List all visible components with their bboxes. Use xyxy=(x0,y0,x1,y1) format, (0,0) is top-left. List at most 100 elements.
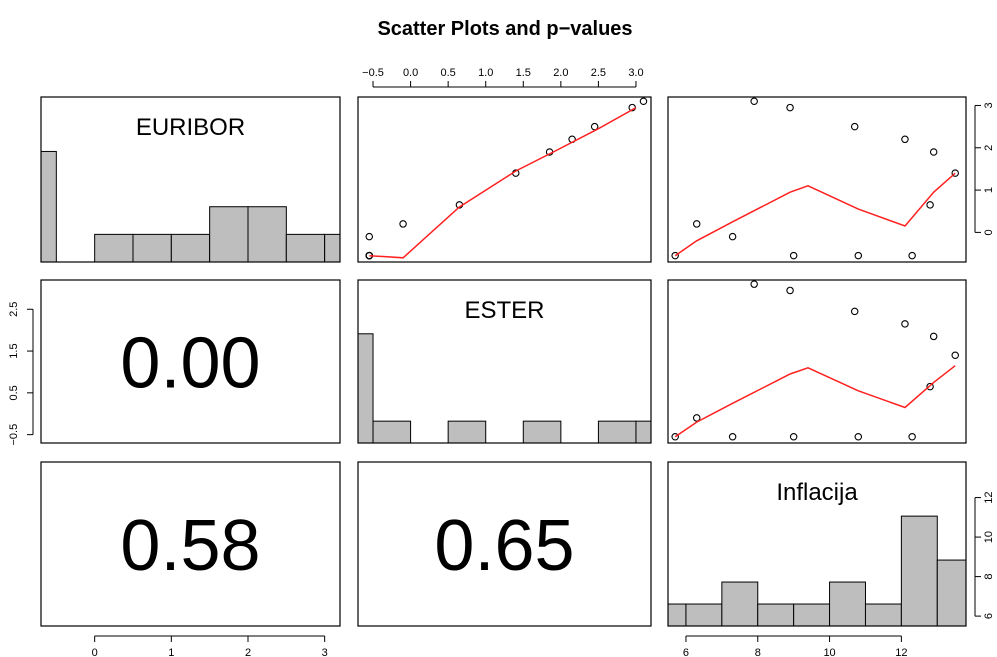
histogram-bar xyxy=(209,206,249,262)
histogram-bar xyxy=(94,233,134,262)
panel-frame xyxy=(667,96,967,263)
data-point xyxy=(789,432,798,441)
y-axis-left-ester-tick-label: 1.5 xyxy=(8,343,20,358)
y-axis-right-euribor-tick-label: 1 xyxy=(983,187,995,193)
variable-label-euribor: EURIBOR xyxy=(136,114,245,141)
chart-title: Scatter Plots and p−values xyxy=(377,18,632,40)
x-axis-top-ester-tick-label: 3.0 xyxy=(628,67,643,79)
y-axis-left-ester-tick-label: −0.5 xyxy=(8,424,20,446)
x-axis-bottom-euribor-tick-label: 3 xyxy=(322,647,328,657)
x-axis-bottom-euribor-tick-label: 0 xyxy=(92,647,98,657)
data-point xyxy=(786,103,794,112)
data-point xyxy=(926,382,934,391)
data-point xyxy=(850,122,859,131)
scatter-panel-euribor-ester xyxy=(365,97,648,260)
x-axis-bottom-euribor-tick-label: 2 xyxy=(245,647,251,657)
p-value-inflacija-ester: 0.65 xyxy=(434,506,574,586)
histogram-bar xyxy=(864,603,902,626)
data-point xyxy=(750,97,758,105)
histogram-bar xyxy=(936,559,966,626)
histogram-bar xyxy=(358,333,374,443)
y-axis-right-inflacija-tick-label: 10 xyxy=(983,531,995,543)
histogram-bar xyxy=(447,420,487,443)
histogram-bar xyxy=(372,420,412,443)
data-point xyxy=(901,135,909,144)
histogram-bar xyxy=(285,233,326,262)
data-point xyxy=(692,220,701,228)
panel-frame xyxy=(40,279,341,444)
data-point xyxy=(728,232,737,241)
panel-frame xyxy=(40,96,341,263)
histogram-bar xyxy=(247,206,287,262)
x-axis-top-ester-tick-label: 2.0 xyxy=(553,67,568,79)
histogram-bar xyxy=(41,150,57,262)
x-axis-top-ester-tick-label: 0.0 xyxy=(403,67,418,79)
panel-frame xyxy=(357,279,652,444)
variable-label-ester: ESTER xyxy=(464,297,544,324)
data-point xyxy=(399,220,407,228)
y-axis-right-inflacija-tick-label: 6 xyxy=(983,613,995,619)
histogram-bar xyxy=(170,233,211,262)
data-point xyxy=(692,414,701,422)
histogram-bar xyxy=(685,603,723,626)
smoother-line xyxy=(674,365,956,438)
scatter-panel-euribor-inflacija xyxy=(671,97,959,260)
histogram-bar xyxy=(522,420,562,443)
histogram-bar xyxy=(900,515,938,626)
panel-frame xyxy=(667,279,967,444)
y-axis-right-euribor-tick-label: 2 xyxy=(983,145,995,151)
variable-label-inflacija: Inflacija xyxy=(776,479,858,506)
data-point xyxy=(854,251,863,260)
data-point xyxy=(728,432,737,441)
panel-frame xyxy=(40,461,341,627)
y-axis-left-ester-tick-label: 2.5 xyxy=(8,302,20,317)
data-point xyxy=(929,332,938,341)
data-point xyxy=(901,320,909,328)
histogram-ester xyxy=(358,333,651,443)
histogram-inflacija xyxy=(668,515,966,626)
histogram-bar xyxy=(132,233,172,262)
panel-frame xyxy=(667,461,967,627)
y-axis-right-inflacija-tick-label: 12 xyxy=(983,491,995,503)
panel-frame xyxy=(357,461,652,627)
y-axis-right-inflacija-tick-label: 8 xyxy=(983,574,995,580)
data-point xyxy=(951,169,959,177)
data-point xyxy=(951,351,959,359)
x-axis-top-ester-tick-label: 1.5 xyxy=(516,67,531,79)
histogram-bar xyxy=(635,420,651,443)
smoother-line xyxy=(369,106,637,259)
histogram-bar xyxy=(597,420,637,443)
data-point xyxy=(786,286,794,295)
x-axis-top-ester-tick-label: 1.0 xyxy=(478,67,493,79)
histogram-bar xyxy=(721,581,759,626)
y-axis-right-euribor-tick-label: 3 xyxy=(983,102,995,108)
x-axis-top-ester-tick-label: 0.5 xyxy=(441,67,456,79)
histogram-bar xyxy=(829,581,866,626)
p-value-ester-euribor: 0.00 xyxy=(120,324,260,404)
histogram-bar xyxy=(324,233,340,262)
smoother-line xyxy=(674,172,956,257)
y-axis-right-euribor-tick-label: 0 xyxy=(983,229,995,235)
data-point xyxy=(854,432,863,441)
data-point xyxy=(639,97,648,105)
data-point xyxy=(365,232,374,241)
data-point xyxy=(671,432,679,441)
histogram-bar xyxy=(757,603,795,626)
panel-frame xyxy=(357,96,652,263)
data-point xyxy=(908,432,916,441)
data-point xyxy=(929,148,938,156)
histogram-euribor xyxy=(41,150,340,262)
data-point xyxy=(908,251,916,260)
p-value-inflacija-euribor: 0.58 xyxy=(120,506,260,586)
x-axis-bottom-inflacija-tick-label: 12 xyxy=(895,647,907,657)
data-point xyxy=(789,251,798,260)
y-axis-left-ester-tick-label: 0.5 xyxy=(8,385,20,400)
data-point xyxy=(671,251,679,260)
x-axis-top-ester-tick-label: −0.5 xyxy=(362,67,384,79)
data-point xyxy=(750,280,758,288)
data-point xyxy=(926,201,934,209)
histogram-bar xyxy=(793,603,831,626)
data-point xyxy=(850,307,859,316)
